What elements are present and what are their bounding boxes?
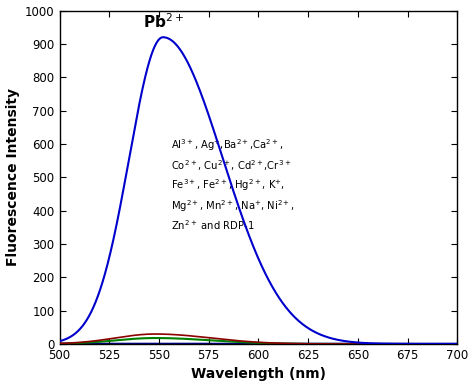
X-axis label: Wavelength (nm): Wavelength (nm) [191,367,326,382]
Text: Pb$^{2+}$: Pb$^{2+}$ [143,12,183,31]
Text: Al$^{3+}$, Ag$^{+}$,Ba$^{2+}$,Ca$^{2+}$,
Co$^{2+}$, Cu$^{2+}$, Cd$^{2+}$,Cr$^{3+: Al$^{3+}$, Ag$^{+}$,Ba$^{2+}$,Ca$^{2+}$,… [171,137,294,232]
Y-axis label: Fluorescence Intensity: Fluorescence Intensity [6,88,19,266]
